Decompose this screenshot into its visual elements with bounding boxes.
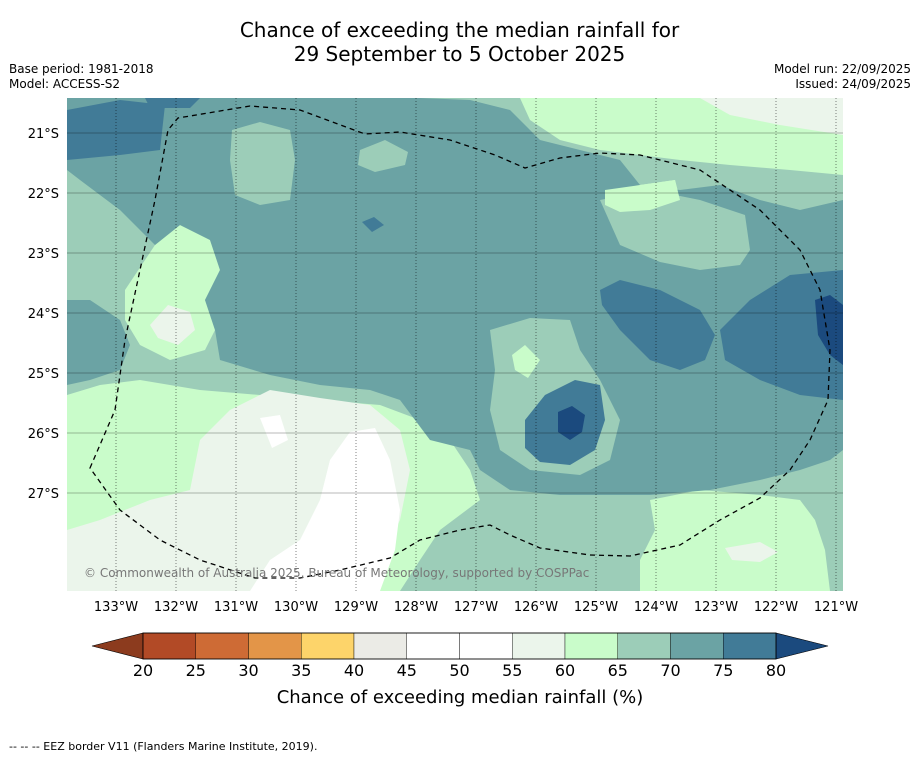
lon-label-130w: 130°W [274,600,318,615]
lon-label-128w: 128°W [394,600,438,615]
region-55-60-southeast-patch [725,542,778,562]
colorbar-label-80: 80 [766,661,786,680]
region-45-55-south [250,428,400,591]
colorbar-label-25: 25 [186,661,206,680]
base-period: Base period: 1981-2018 [9,62,154,76]
copyright-text: © Commonwealth of Australia 2025, Bureau… [84,566,589,580]
colorbar-frame [142,632,777,660]
colorbar-label-60: 60 [555,661,575,680]
colorbar-label-70: 70 [660,661,680,680]
region-55-60-northeast [700,98,843,135]
model-run: Model run: 22/09/2025 [773,62,911,76]
latitude-gridlines [67,132,843,494]
colorbar-label-20: 20 [133,661,153,680]
colorbar-swatch-70-75 [670,632,724,660]
colorbar-swatch-65-70 [617,632,671,660]
region-over-80-center [558,406,585,440]
colorbar-label-55: 55 [502,661,522,680]
longitude-labels: 133°W 132°W 131°W 130°W 129°W 128°W 127°… [94,600,858,615]
colorbar-swatch-55-60 [512,632,566,660]
colorbar-title: Chance of exceeding median rainfall (%) [277,687,644,708]
colorbar-label-30: 30 [238,661,258,680]
region-75-80-east [600,280,715,370]
colorbar-label-75: 75 [713,661,733,680]
lon-label-127w: 127°W [454,600,498,615]
region-60-65-center-patch-top [512,345,540,378]
colorbar-label-50: 50 [449,661,469,680]
colorbar-swatch-50-55 [459,632,513,660]
issued-date: Issued: 24/09/2025 [795,77,911,91]
run-info: Model run: 22/09/2025 Issued: 24/09/2025 [774,62,911,92]
colorbar-over-arrow [775,632,829,660]
lon-label-125w: 125°W [574,600,618,615]
lat-label-26s: 26°S [28,427,59,442]
map-title: Chance of exceeding the median rainfall … [0,18,919,66]
lon-label-123w: 123°W [694,600,738,615]
region-75-80-islet [362,217,384,232]
colorbar-label-40: 40 [344,661,364,680]
colorbar-swatch-40-45 [353,632,407,660]
rainfall-map: © Commonwealth of Australia 2025, Bureau… [67,98,843,591]
lon-label-122w: 122°W [754,600,798,615]
base-info: Base period: 1981-2018 Model: ACCESS-S2 [9,62,154,92]
region-75-80-northwest [67,100,165,160]
colorbar-swatch-25-30 [195,632,249,660]
region-60-65-west [125,225,220,360]
colorbar: 20 25 30 35 40 45 50 55 60 65 70 75 80 [91,632,829,680]
title-line-1: Chance of exceeding the median rainfall … [239,18,680,42]
colorbar-under-arrow [91,632,144,660]
colorbar-swatch-20-25 [142,632,196,660]
region-70-75-west [67,300,130,385]
colorbar-label-45: 45 [397,661,417,680]
lat-label-24s: 24°S [28,307,59,322]
lat-label-23s: 23°S [28,247,59,262]
longitude-gridlines [115,98,837,591]
eez-border [89,105,831,579]
region-75-80-northwest-strip [145,98,200,108]
model-name: Model: ACCESS-S2 [9,77,121,91]
region-65-70-north-patch [230,122,295,205]
latitude-labels: 21°S 22°S 23°S 24°S 25°S 26°S 27°S [28,127,59,502]
lon-label-133w: 133°W [94,600,138,615]
region-65-70-north-islet [358,140,408,172]
region-75-80-far-east [720,270,843,400]
lon-label-132w: 132°W [154,600,198,615]
region-55-60-west-patch [150,305,195,345]
lon-label-131w: 131°W [214,600,258,615]
colorbar-swatch-75-80 [723,632,777,660]
region-45-55-patch [260,415,288,448]
lon-label-126w: 126°W [514,600,558,615]
lat-label-21s: 21°S [28,127,59,142]
colorbar-label-35: 35 [291,661,311,680]
lon-label-121w: 121°W [814,600,858,615]
region-60-65-ne-patch-top [605,180,680,212]
lon-label-129w: 129°W [334,600,378,615]
lat-label-27s: 27°S [28,487,59,502]
lat-label-25s: 25°S [28,367,59,382]
lat-label-22s: 22°S [28,187,59,202]
colorbar-swatch-30-35 [248,632,302,660]
colorbar-swatch-60-65 [564,632,618,660]
colorbar-label-65: 65 [608,661,628,680]
title-line-2: 29 September to 5 October 2025 [293,42,626,66]
colorbar-swatch-35-40 [301,632,355,660]
region-60-65-southeast [640,490,830,591]
colorbar-swatch-45-50 [406,632,460,660]
lon-label-124w: 124°W [634,600,678,615]
eez-legend-footer: -- -- -- EEZ border V11 (Flanders Marine… [9,740,318,753]
